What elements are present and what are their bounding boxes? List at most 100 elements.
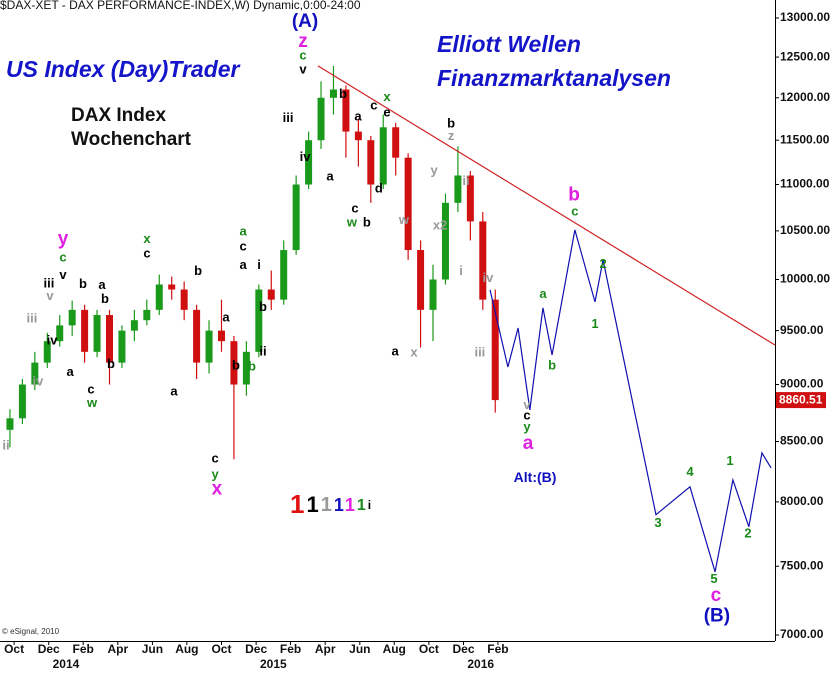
wave-label: iii bbox=[474, 344, 485, 359]
wave-label: c bbox=[370, 98, 377, 113]
x-tick-label: Dec bbox=[452, 642, 474, 656]
x-tick-label: Dec bbox=[38, 642, 60, 656]
candle-body bbox=[217, 330, 225, 342]
candle-body bbox=[466, 175, 474, 222]
wave-label: c bbox=[239, 239, 246, 254]
candle-body bbox=[81, 309, 89, 352]
candle-body bbox=[168, 284, 176, 290]
y-tick-label: 10000.00 bbox=[780, 272, 830, 286]
candle-body bbox=[230, 341, 238, 385]
wave-label: b bbox=[363, 215, 371, 230]
y-tick-label: 9000.00 bbox=[780, 377, 824, 391]
wave-label: ii bbox=[259, 343, 266, 358]
wave-label: (A) bbox=[292, 11, 318, 32]
x-tick-label: Oct bbox=[4, 642, 24, 656]
header-left: US Index (Day)Trader bbox=[6, 56, 241, 82]
x-tick-label: Aug bbox=[383, 642, 406, 656]
header-right: Elliott Wellen bbox=[437, 31, 581, 57]
x-tick-label: Feb bbox=[487, 642, 508, 656]
wave-label: c bbox=[711, 585, 722, 606]
wave-label: c bbox=[299, 48, 306, 63]
candle-body bbox=[429, 279, 437, 310]
y-tick-label: 11000.00 bbox=[780, 177, 830, 191]
wave-label: a bbox=[539, 286, 547, 301]
wave-label: e bbox=[383, 104, 390, 119]
wave-label: a bbox=[239, 257, 247, 272]
x-tick-label: Feb bbox=[72, 642, 93, 656]
candle-body bbox=[367, 140, 375, 185]
wave-label: b bbox=[232, 357, 240, 372]
wave-label: z bbox=[298, 31, 308, 52]
candle-body bbox=[130, 320, 138, 331]
wave-label: 2 bbox=[744, 526, 751, 541]
candle-body bbox=[43, 341, 51, 363]
wave-label: iv bbox=[483, 270, 495, 285]
wave-label: b bbox=[248, 358, 256, 373]
candle-body bbox=[193, 309, 201, 363]
wave-label: x bbox=[212, 479, 223, 500]
candle-body bbox=[31, 362, 39, 385]
degree-item: i bbox=[368, 498, 371, 512]
x-tick-label: Jun bbox=[142, 642, 163, 656]
candle-body bbox=[329, 89, 337, 98]
wave-label: iv bbox=[47, 333, 59, 348]
wave-label: ii bbox=[462, 173, 469, 188]
candle-body bbox=[118, 330, 126, 363]
degree-legend: 11 1 1 1 1 i bbox=[290, 489, 371, 519]
subtitle: DAX Index bbox=[71, 105, 166, 126]
degree-item: 1 bbox=[306, 492, 318, 517]
degree-item: 1 bbox=[357, 497, 366, 514]
wave-label: a bbox=[326, 169, 334, 184]
candle-body bbox=[479, 221, 487, 300]
candle-body bbox=[342, 89, 350, 132]
wave-label: 3 bbox=[654, 515, 661, 530]
candle-body bbox=[417, 250, 425, 310]
degree-item: 1 bbox=[334, 495, 344, 515]
wave-label: 4 bbox=[686, 464, 694, 479]
wave-label: b bbox=[107, 356, 115, 371]
wave-label: b bbox=[568, 184, 580, 205]
last-price-label: 8860.51 bbox=[779, 392, 823, 406]
wave-label: iii bbox=[44, 275, 55, 290]
wave-label: a bbox=[391, 343, 399, 358]
wave-label: y bbox=[430, 162, 438, 177]
candle-body bbox=[267, 289, 275, 300]
year-label: 2014 bbox=[53, 657, 80, 671]
last-price-box bbox=[776, 392, 826, 409]
candle-body bbox=[280, 250, 288, 300]
wave-label: a bbox=[98, 277, 106, 292]
wave-label: b bbox=[194, 263, 202, 278]
candle-body bbox=[354, 131, 362, 141]
wave-label: c bbox=[87, 382, 94, 397]
header-right: Finanzmarktanalysen bbox=[437, 65, 671, 91]
y-tick-label: 12500.00 bbox=[780, 49, 830, 63]
wave-label: ii bbox=[2, 438, 9, 453]
line-series bbox=[317, 65, 776, 346]
wave-label: (B) bbox=[704, 606, 730, 627]
wave-label: c bbox=[59, 249, 66, 264]
y-tick-label: 7000.00 bbox=[780, 627, 824, 641]
candle-body bbox=[454, 175, 462, 203]
wave-label: i bbox=[459, 263, 463, 278]
candle-body bbox=[392, 127, 400, 158]
copyright: © eSignal, 2010 bbox=[2, 627, 60, 636]
candle-body bbox=[180, 289, 188, 310]
wave-label: a bbox=[222, 310, 230, 325]
wave-label: 1 bbox=[591, 316, 598, 331]
x-tick-label: Oct bbox=[211, 642, 231, 656]
degree-item: 1 bbox=[345, 495, 355, 515]
wave-label: c bbox=[143, 245, 150, 260]
wave-label: iv bbox=[300, 149, 312, 164]
candle-body bbox=[93, 315, 101, 352]
y-tick-label: 10500.00 bbox=[780, 223, 830, 237]
degree-item: 1 bbox=[321, 494, 332, 516]
wave-label: v bbox=[59, 267, 67, 282]
candle-body bbox=[441, 202, 449, 280]
x-tick-label: Dec bbox=[245, 642, 267, 656]
wave-label: b bbox=[447, 115, 455, 130]
x-tick-label: Jun bbox=[349, 642, 370, 656]
x-tick-label: Aug bbox=[175, 642, 198, 656]
candle-body bbox=[305, 140, 313, 185]
